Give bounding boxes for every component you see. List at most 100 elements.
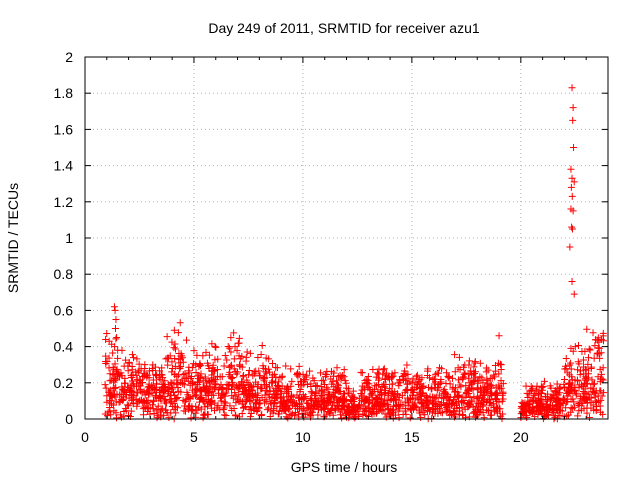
data-point: [109, 349, 117, 357]
data-point: [496, 385, 504, 393]
data-point: [148, 401, 156, 409]
data-point: [388, 372, 396, 380]
data-point: [448, 411, 456, 419]
data-point: [114, 346, 122, 354]
data-point: [133, 355, 141, 363]
data-point: [220, 390, 228, 398]
data-point: [586, 346, 594, 354]
data-point: [185, 403, 193, 411]
data-point: [263, 369, 271, 377]
data-point: [365, 404, 373, 412]
data-point: [201, 388, 209, 396]
data-point: [201, 410, 209, 418]
data-point: [201, 375, 209, 383]
data-point: [259, 362, 267, 370]
data-point: [102, 358, 110, 366]
data-point: [190, 347, 198, 355]
data-point: [191, 392, 199, 400]
data-point: [274, 378, 282, 386]
data-point: [335, 387, 343, 395]
x-tick-label: 0: [81, 429, 89, 445]
data-point: [534, 391, 542, 399]
data-point: [454, 392, 462, 400]
data-point: [128, 387, 136, 395]
data-point: [571, 343, 579, 351]
data-point: [370, 410, 378, 418]
data-point: [379, 370, 387, 378]
data-point: [294, 410, 302, 418]
data-point: [456, 381, 464, 389]
data-point: [103, 329, 111, 337]
data-point: [444, 407, 452, 415]
data-point: [578, 381, 586, 389]
data-point: [153, 372, 161, 380]
data-point: [151, 392, 159, 400]
data-point: [451, 351, 459, 359]
data-point: [318, 377, 326, 385]
data-point: [596, 402, 604, 410]
data-point: [476, 359, 484, 367]
data-point: [388, 380, 396, 388]
data-point: [452, 388, 460, 396]
data-point: [391, 369, 399, 377]
data-point: [149, 405, 157, 413]
data-point: [308, 389, 316, 397]
data-point: [566, 243, 574, 251]
data-point: [566, 361, 574, 369]
data-point: [461, 361, 469, 369]
data-point: [130, 382, 138, 390]
data-point: [499, 389, 507, 397]
data-point: [479, 379, 487, 387]
data-point: [327, 407, 335, 415]
data-point: [182, 336, 190, 344]
data-point: [278, 372, 286, 380]
data-point: [106, 370, 114, 378]
data-point: [594, 334, 602, 342]
data-point: [481, 391, 489, 399]
data-point: [548, 395, 556, 403]
data-point: [418, 374, 426, 382]
data-point: [188, 386, 196, 394]
data-point: [561, 362, 569, 370]
data-point: [480, 414, 488, 422]
data-point: [160, 411, 168, 419]
data-point: [235, 352, 243, 360]
data-point: [591, 342, 599, 350]
data-point: [168, 364, 176, 372]
data-point: [591, 393, 599, 401]
data-point: [462, 382, 470, 390]
data-point: [535, 408, 543, 416]
data-point: [597, 335, 605, 343]
data-point: [584, 370, 592, 378]
data-point: [431, 394, 439, 402]
data-point: [495, 332, 503, 340]
data-point: [556, 406, 564, 414]
data-point: [166, 399, 174, 407]
data-point: [113, 414, 121, 422]
data-point: [351, 403, 359, 411]
data-point: [358, 382, 366, 390]
data-point: [110, 303, 118, 311]
data-point: [208, 340, 216, 348]
data-point: [381, 401, 389, 409]
data-point: [226, 402, 234, 410]
data-point: [484, 366, 492, 374]
data-point: [154, 402, 162, 410]
x-tick-label: 20: [513, 429, 529, 445]
data-point: [160, 386, 168, 394]
data-point: [225, 381, 233, 389]
data-point: [349, 387, 357, 395]
data-point: [428, 385, 436, 393]
data-point: [205, 385, 213, 393]
data-point: [443, 391, 451, 399]
chart-title: Day 249 of 2011, SRMTID for receiver azu…: [208, 20, 480, 36]
data-point: [311, 397, 319, 405]
data-point: [283, 389, 291, 397]
data-point: [227, 334, 235, 342]
data-point: [572, 391, 580, 399]
data-point: [542, 411, 550, 419]
data-point: [121, 374, 129, 382]
data-point: [585, 345, 593, 353]
data-point: [170, 399, 178, 407]
data-point: [303, 371, 311, 379]
